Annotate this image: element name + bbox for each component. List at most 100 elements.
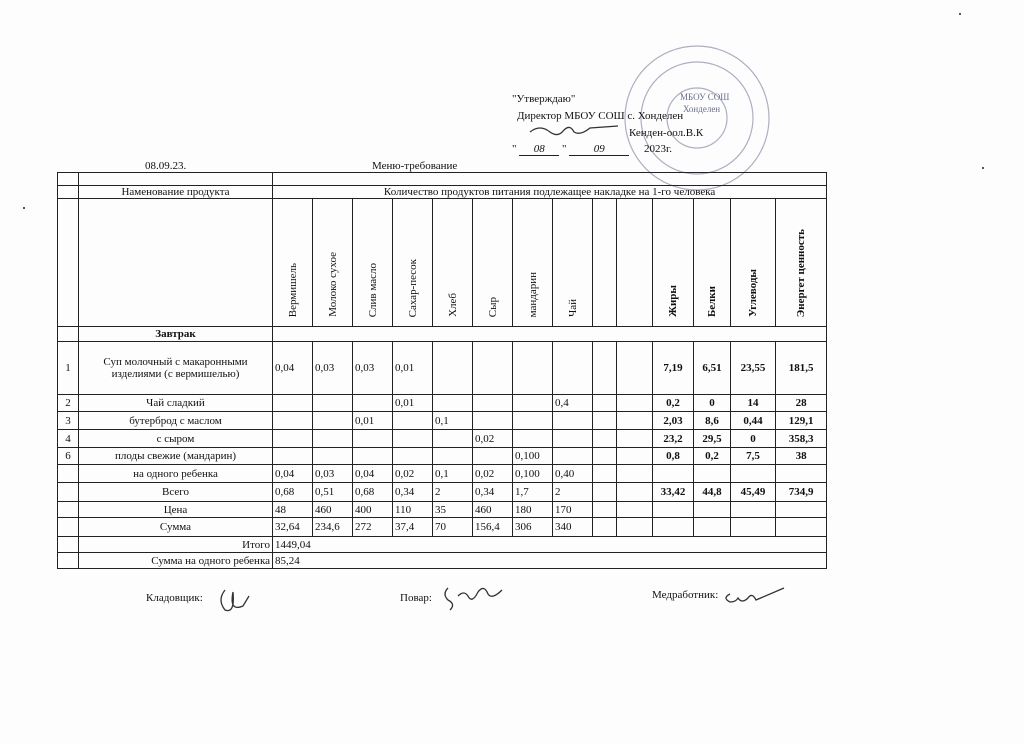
cell <box>592 447 617 465</box>
cell <box>774 464 828 483</box>
cell <box>552 411 593 430</box>
cell: 170 <box>552 501 593 518</box>
cell <box>616 341 653 395</box>
stamp-text: МБОУ СОШ <box>680 92 730 102</box>
cell <box>312 411 353 430</box>
cell <box>312 394 353 412</box>
column-header: Вермишель <box>286 262 299 317</box>
cell <box>432 394 473 412</box>
month: 09 <box>569 143 630 156</box>
cell <box>432 447 473 465</box>
cell: 0,03 <box>352 341 393 395</box>
table-row: Вермишель Молоко сухое Слив масло Сахар-пес… <box>57 198 828 327</box>
cell <box>774 517 828 537</box>
cell: 129,1 <box>774 411 828 430</box>
column-header: Жиры <box>667 285 679 317</box>
cell <box>616 447 653 465</box>
cell <box>392 447 433 465</box>
cell: 1,7 <box>512 482 553 502</box>
table-row: Всего 0,68 0,51 0,68 0,34 2 0,34 1,7 2 33,42 44,8 4… <box>57 482 828 502</box>
table-row: Цена 48 460 400 110 35 460 180 170 <box>57 501 828 518</box>
column-header: Белки <box>706 285 718 317</box>
product-name: с сыром <box>78 429 273 448</box>
row-number: 2 <box>57 394 79 412</box>
cell <box>552 447 593 465</box>
cell <box>616 394 653 412</box>
approval-line: Кенден-оол.В.К <box>629 127 704 139</box>
cell <box>392 429 433 448</box>
cell <box>693 464 731 483</box>
cell <box>57 185 79 199</box>
cell: 0,02 <box>472 429 513 448</box>
cell: 35 <box>432 501 473 518</box>
cell: Углеводы <box>730 198 776 327</box>
cell <box>472 394 513 412</box>
cell: 7,5 <box>730 447 776 465</box>
cell: Белки <box>693 198 731 327</box>
cell: 32,64 <box>272 517 313 537</box>
section: Завтрак <box>78 326 273 342</box>
table-row: 1 Суп молочный с макаронными изделиями (с… <box>57 341 828 395</box>
cell: 0,68 <box>352 482 393 502</box>
cell: 0,01 <box>392 394 433 412</box>
cell <box>472 447 513 465</box>
table-row: Завтрак <box>57 326 828 342</box>
cell <box>271 172 828 186</box>
cell <box>616 517 653 537</box>
day: 08 <box>519 143 560 156</box>
cell <box>592 517 617 537</box>
cell <box>652 501 694 518</box>
product-name: бутерброд с маслом <box>78 411 273 430</box>
stamp-text: Хонделен <box>683 104 721 114</box>
cell: мандарин <box>512 198 553 327</box>
cell: 0,01 <box>392 341 433 395</box>
column-header: Энергет ценность <box>795 228 808 317</box>
cell <box>57 172 79 186</box>
cell: 23,2 <box>652 429 694 448</box>
cell: 7,19 <box>652 341 694 395</box>
cell: 0,03 <box>312 341 353 395</box>
cell: 0,01 <box>352 411 393 430</box>
cell <box>693 501 731 518</box>
cell <box>352 447 393 465</box>
total-value: 85,24 <box>271 552 828 569</box>
doc-title: Меню-требование <box>372 160 458 172</box>
cell: 272 <box>352 517 393 537</box>
cell <box>352 394 393 412</box>
quote: " <box>512 143 517 155</box>
product-name: плоды свежие (мандарин) <box>78 447 273 465</box>
cell <box>392 411 433 430</box>
cell <box>432 341 473 395</box>
approval-line: "Утверждаю" <box>512 93 576 105</box>
cell <box>272 429 313 448</box>
table-row: 6 плоды свежие (мандарин) 0,100 0,8 0,2 7,5 38 <box>57 447 828 465</box>
cell: 0,44 <box>730 411 776 430</box>
cell: Молоко сухое <box>312 198 353 327</box>
cell: 23,55 <box>730 341 776 395</box>
cell <box>592 198 617 327</box>
table-row: Наменование продукта Количество продуктов… <box>57 185 828 199</box>
doc-date: 08.09.23. <box>145 160 187 172</box>
row-number: 6 <box>57 447 79 465</box>
cell: 358,3 <box>774 429 828 448</box>
cell <box>552 341 593 395</box>
cell: 0,04 <box>272 464 313 483</box>
cell <box>472 341 513 395</box>
cell: 0 <box>730 429 776 448</box>
cell: 400 <box>352 501 393 518</box>
table-row: Сумма 32,64 234,6 272 37,4 70 156,4 306 340 <box>57 517 828 537</box>
approval-line: Директор МБОУ СОШ с. Хонделен <box>517 110 684 122</box>
cell: 0,04 <box>272 341 313 395</box>
cell <box>272 394 313 412</box>
table-row: Сумма на одного ребенка 85,24 <box>57 552 828 569</box>
cell: 0,68 <box>272 482 313 502</box>
cell <box>272 447 313 465</box>
cell: 0,02 <box>392 464 433 483</box>
signature-label: Повар: <box>400 592 432 604</box>
cell: 0,40 <box>552 464 593 483</box>
cell: 29,5 <box>693 429 731 448</box>
column-header: Углеводы <box>747 269 759 317</box>
product-name: Сумма <box>78 517 273 537</box>
column-header: мандарин <box>526 271 539 317</box>
